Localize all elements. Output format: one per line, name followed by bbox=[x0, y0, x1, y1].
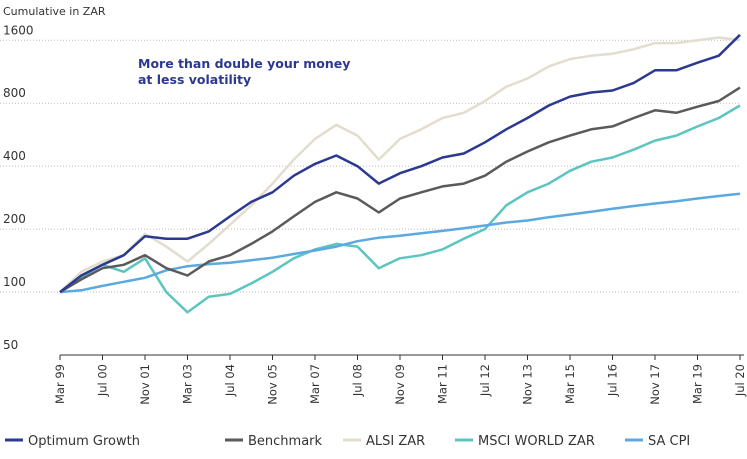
legend-label: SA CPI bbox=[648, 434, 690, 449]
x-tick-label: Jul 00 bbox=[96, 364, 110, 397]
y-tick-label: 50 bbox=[3, 338, 18, 352]
x-tick-label: Mar 15 bbox=[563, 364, 577, 404]
legend-label: ALSI ZAR bbox=[366, 434, 425, 449]
x-tick-label: Mar 03 bbox=[181, 364, 195, 404]
y-tick-label: 100 bbox=[3, 275, 26, 289]
annotation: More than double your money bbox=[138, 56, 350, 71]
legend-label: Benchmark bbox=[248, 434, 323, 449]
x-tick-label: Nov 13 bbox=[521, 364, 535, 405]
x-tick-label: Mar 19 bbox=[691, 364, 705, 404]
y-tick-label: 400 bbox=[3, 149, 26, 163]
legend-label: Optimum Growth bbox=[28, 434, 140, 449]
legend-label: MSCI WORLD ZAR bbox=[478, 434, 595, 449]
x-tick-label: Mar 07 bbox=[308, 364, 322, 404]
x-tick-label: Nov 17 bbox=[648, 364, 662, 405]
x-tick-label: Jul 04 bbox=[223, 364, 237, 397]
x-tick-label: Nov 09 bbox=[393, 364, 407, 405]
x-tick-label: Nov 05 bbox=[266, 364, 280, 405]
series-line bbox=[59, 86, 741, 294]
series-line bbox=[59, 36, 741, 294]
y-tick-label: 1600 bbox=[3, 23, 34, 37]
y-tick-label: 200 bbox=[3, 212, 26, 226]
x-tick-label: Jul 08 bbox=[351, 364, 365, 397]
y-tick-label: 800 bbox=[3, 86, 26, 100]
x-tick-label: Mar 99 bbox=[53, 364, 67, 404]
x-tick-label: Mar 11 bbox=[436, 364, 450, 404]
annotation: at less volatility bbox=[138, 72, 251, 87]
x-tick-label: Jul 20 bbox=[733, 364, 747, 397]
series-line bbox=[59, 33, 741, 294]
x-tick-label: Nov 01 bbox=[138, 364, 152, 405]
series-line bbox=[59, 192, 741, 294]
x-tick-label: Jul 12 bbox=[478, 364, 492, 397]
x-tick-label: Jul 16 bbox=[606, 364, 620, 397]
series-line bbox=[59, 104, 741, 314]
y-axis-label: Cumulative in ZAR bbox=[3, 5, 106, 18]
